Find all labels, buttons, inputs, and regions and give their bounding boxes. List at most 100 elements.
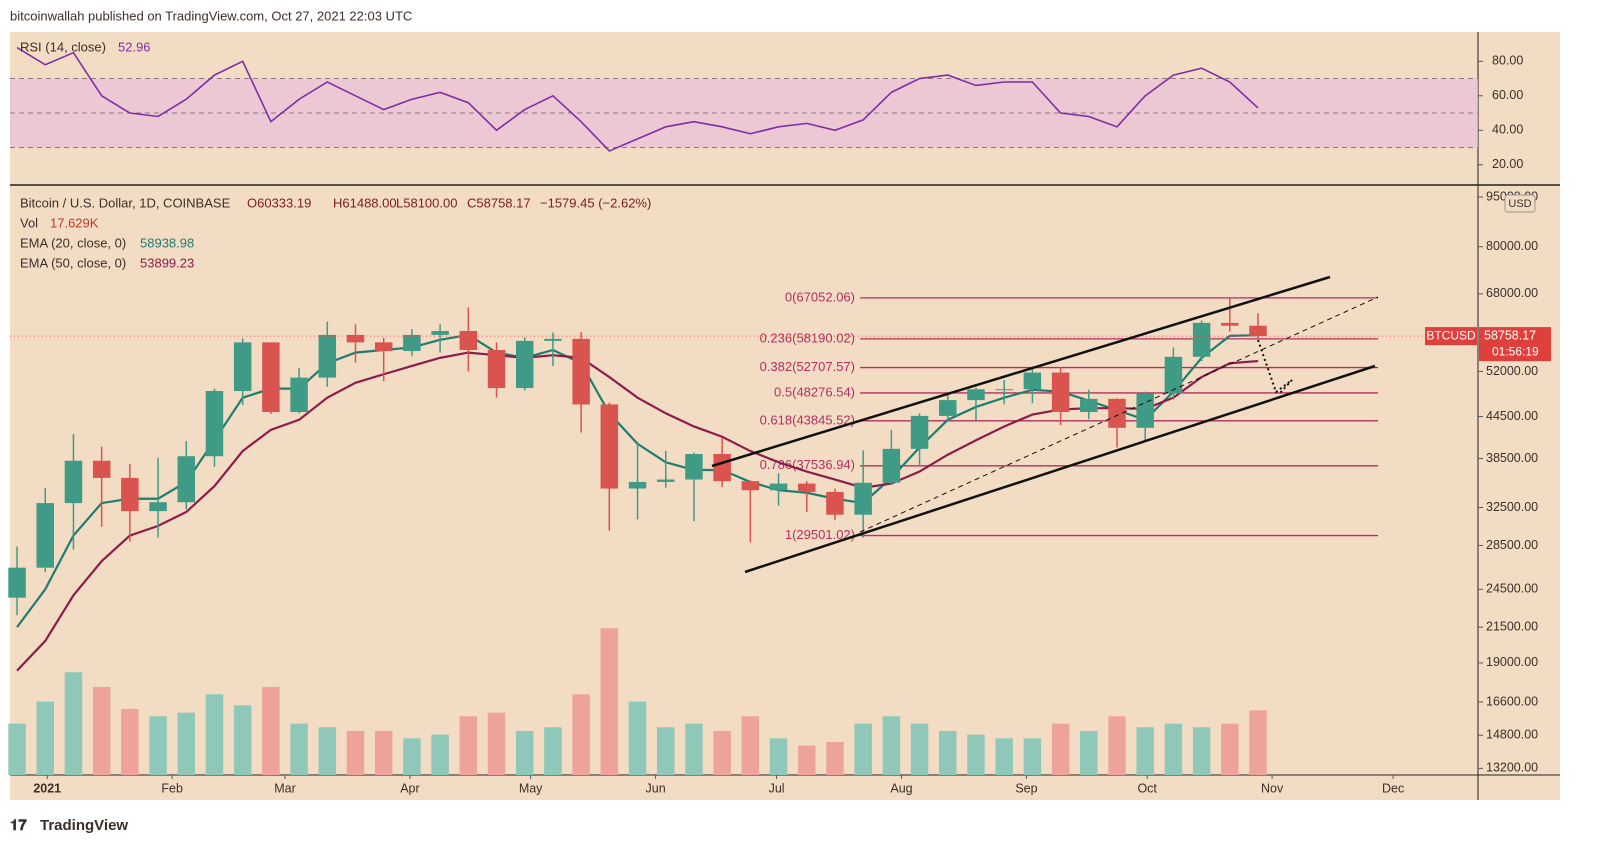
- volume-bar: [149, 716, 167, 775]
- volume-bar: [205, 694, 224, 775]
- candle-body: [741, 481, 760, 491]
- candle-body: [487, 350, 506, 389]
- currency-box: [1504, 194, 1536, 213]
- rsi-value: 52.96: [118, 39, 151, 54]
- x-tick-label: Jul: [769, 781, 785, 795]
- fib-label: 0.236(58190.02): [760, 330, 855, 345]
- y-tick-label: 32500.00: [1486, 500, 1538, 514]
- y-tick-label: 16600.00: [1486, 694, 1538, 708]
- fib-label: 1(29501.02): [785, 527, 855, 542]
- brand-logo: 𝟏𝟕: [10, 817, 27, 834]
- candle-body: [798, 483, 816, 492]
- volume-bar: [1023, 738, 1042, 775]
- y-tick-label: 28500.00: [1486, 538, 1538, 552]
- candle-body: [910, 415, 929, 449]
- candle-body: [1051, 372, 1070, 413]
- candle-body: [882, 448, 901, 483]
- candle-body: [459, 330, 478, 351]
- volume-bar: [431, 734, 449, 775]
- volume-bar: [233, 705, 252, 775]
- x-tick-label: Oct: [1137, 781, 1157, 795]
- symbol: BTCUSD: [1426, 328, 1476, 342]
- plot-background: [10, 32, 1478, 800]
- candle-body: [431, 330, 449, 335]
- x-tick-label: Dec: [1382, 781, 1404, 795]
- y-tick-label: 52000.00: [1486, 364, 1538, 378]
- candle-body: [374, 342, 393, 352]
- x-tick-label: Sep: [1015, 781, 1037, 795]
- publisher: bitcoinwallah published on TradingView.c…: [10, 8, 412, 23]
- projection-arrow: [1257, 339, 1293, 394]
- legend-value: 53899.23: [140, 255, 194, 270]
- candle-body: [1164, 356, 1183, 394]
- volume-bar: [121, 708, 139, 775]
- volume-bar: [1136, 727, 1154, 775]
- drawings: [711, 275, 1379, 574]
- legend-name: EMA (50, close, 0): [20, 255, 126, 270]
- candle-body: [64, 460, 83, 504]
- volume-bar: [1249, 710, 1267, 775]
- y-tick-label: 14800.00: [1486, 728, 1538, 742]
- candle-body: [92, 460, 111, 478]
- volume-bar: [544, 727, 562, 775]
- candle-body: [262, 342, 280, 413]
- y-tick-label: 40.00: [1492, 123, 1523, 137]
- volume-bar: [798, 745, 816, 775]
- x-tick-label: Mar: [274, 781, 296, 795]
- volume-bar: [882, 716, 901, 775]
- ohlc-value: H61488.00: [333, 195, 397, 210]
- x-tick-label: 2021: [33, 781, 61, 795]
- volume-bar: [1080, 730, 1098, 775]
- volume-bar: [1221, 723, 1239, 775]
- candle-body: [233, 342, 252, 392]
- y-tick-label: 44500.00: [1486, 409, 1538, 423]
- candle-body: [149, 502, 167, 512]
- candle-body: [1249, 325, 1267, 337]
- y-tick-label: 60.00: [1492, 88, 1523, 102]
- candle-body: [318, 334, 337, 378]
- volume-bar: [92, 686, 111, 775]
- candle-body: [826, 491, 844, 515]
- candle-body: [572, 338, 590, 405]
- candle-body: [1080, 398, 1098, 413]
- ohlc-value: L58100.00: [396, 195, 457, 210]
- y-tick-label: 21500.00: [1486, 619, 1538, 633]
- volume-bar: [36, 701, 54, 775]
- candle-body: [36, 503, 54, 568]
- ohlc-value: O60333.19: [247, 195, 311, 210]
- rsi-line: [16, 46, 1259, 152]
- volume-bar: [572, 694, 590, 775]
- volume-bar: [290, 723, 308, 775]
- y-tick-label: 24500.00: [1486, 582, 1538, 596]
- volume-bar: [967, 734, 985, 775]
- fib-label: 0.786(37536.94): [760, 457, 855, 472]
- candle-body: [854, 482, 872, 515]
- x-tick-label: May: [519, 781, 543, 795]
- ohlc-value: C58758.17: [467, 195, 531, 210]
- symbol-tag: [1425, 327, 1477, 346]
- y-tick-label: 20.00: [1492, 157, 1523, 171]
- candle-body: [1221, 322, 1239, 326]
- volume-bar: [177, 712, 196, 775]
- candle-body: [403, 334, 421, 352]
- volume-bar: [600, 628, 619, 775]
- volume-bar: [8, 723, 26, 775]
- fib-label: 0.618(43845.52): [760, 412, 855, 427]
- volume-bar: [713, 730, 731, 775]
- y-tick-label: 80000.00: [1486, 239, 1538, 253]
- volume-bar: [1164, 723, 1183, 775]
- volume-bar: [403, 738, 421, 775]
- volume-bar: [769, 738, 788, 775]
- y-tick-label: 19000.00: [1486, 655, 1538, 669]
- x-tick-label: Feb: [161, 781, 183, 795]
- candle-body: [290, 377, 308, 413]
- candle-body: [628, 481, 647, 489]
- volume-bar: [826, 741, 844, 775]
- candle-body: [656, 479, 675, 482]
- candle-body: [769, 483, 788, 491]
- candle-body: [1136, 393, 1154, 428]
- ohlc-value: −1579.45 (−2.62%): [540, 195, 651, 210]
- last-price: 58758.17: [1484, 328, 1536, 342]
- fib-label: 0.5(48276.54): [774, 384, 855, 399]
- fib-label: 0(67052.06): [785, 289, 855, 304]
